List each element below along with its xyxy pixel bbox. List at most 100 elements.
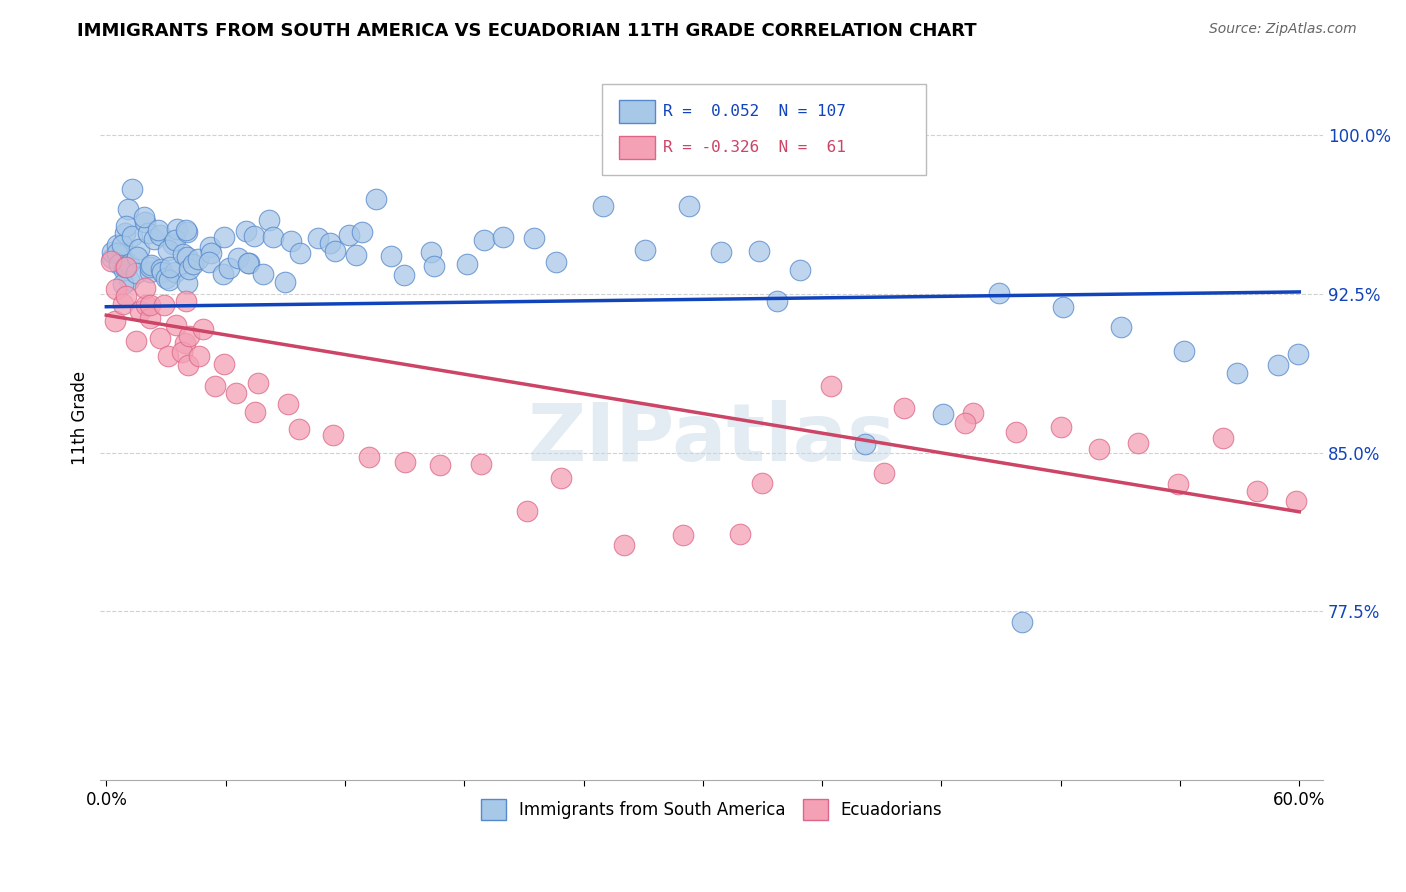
Point xyxy=(177,328,200,343)
Point xyxy=(287,421,309,435)
Point xyxy=(516,503,538,517)
Point xyxy=(198,240,221,254)
Point xyxy=(953,417,976,431)
Point xyxy=(429,458,451,473)
Point xyxy=(544,255,567,269)
Point xyxy=(121,182,143,196)
Point xyxy=(115,260,138,274)
Point xyxy=(931,407,953,421)
Point xyxy=(117,202,139,217)
Point xyxy=(474,233,496,247)
Point xyxy=(1285,494,1308,508)
Point xyxy=(855,437,877,451)
Point xyxy=(155,271,177,285)
Point xyxy=(344,248,367,262)
Point xyxy=(104,313,127,327)
Point xyxy=(148,228,170,243)
Point xyxy=(423,259,446,273)
Point xyxy=(165,265,187,279)
Point xyxy=(100,244,122,259)
Legend: Immigrants from South America, Ecuadorians: Immigrants from South America, Ecuadoria… xyxy=(474,793,949,826)
Text: R = -0.326  N =  61: R = -0.326 N = 61 xyxy=(662,140,845,154)
Point xyxy=(157,273,180,287)
FancyBboxPatch shape xyxy=(619,100,655,123)
Point xyxy=(156,243,179,257)
Point xyxy=(129,303,152,318)
Point xyxy=(1286,346,1309,360)
Point xyxy=(319,235,342,250)
Text: IMMIGRANTS FROM SOUTH AMERICA VS ECUADORIAN 11TH GRADE CORRELATION CHART: IMMIGRANTS FROM SOUTH AMERICA VS ECUADOR… xyxy=(77,22,977,40)
Point xyxy=(1126,436,1149,450)
Point xyxy=(366,192,388,206)
Point xyxy=(1109,320,1132,334)
Point xyxy=(114,227,136,241)
Point xyxy=(225,386,247,401)
Point xyxy=(765,293,787,308)
Point xyxy=(678,199,700,213)
Point xyxy=(337,228,360,243)
Point xyxy=(262,230,284,244)
Point xyxy=(128,242,150,256)
Point xyxy=(1088,442,1111,456)
Point xyxy=(246,376,269,391)
Text: R =  0.052  N = 107: R = 0.052 N = 107 xyxy=(662,104,845,120)
Point xyxy=(176,250,198,264)
Point xyxy=(156,349,179,363)
Point xyxy=(307,231,329,245)
Point xyxy=(1212,431,1234,445)
Point xyxy=(633,243,655,257)
Point xyxy=(987,285,1010,300)
Point xyxy=(492,229,515,244)
Point xyxy=(176,276,198,290)
Point xyxy=(114,289,136,303)
Point xyxy=(139,264,162,278)
Point xyxy=(613,538,636,552)
Point xyxy=(962,406,984,420)
Point xyxy=(200,246,222,260)
Point xyxy=(172,247,194,261)
Point xyxy=(197,255,219,269)
Point xyxy=(135,298,157,312)
Point xyxy=(212,229,235,244)
Point xyxy=(187,252,209,267)
Point xyxy=(111,247,134,261)
Point xyxy=(751,475,773,490)
Point xyxy=(165,318,187,332)
Point xyxy=(159,260,181,275)
Point xyxy=(134,281,156,295)
Point xyxy=(166,222,188,236)
Point xyxy=(789,263,811,277)
Point xyxy=(149,330,172,344)
Point xyxy=(187,349,209,363)
Point xyxy=(277,396,299,410)
Point xyxy=(111,277,134,292)
Point xyxy=(139,260,162,274)
Point xyxy=(243,229,266,244)
Point xyxy=(419,245,441,260)
Point xyxy=(212,267,235,281)
Point xyxy=(273,276,295,290)
Point xyxy=(141,258,163,272)
Point xyxy=(125,267,148,281)
Point xyxy=(394,268,416,282)
Point xyxy=(146,222,169,236)
Point xyxy=(100,254,122,268)
Point xyxy=(1052,300,1074,314)
Point xyxy=(226,251,249,265)
Point xyxy=(1005,425,1028,439)
Point xyxy=(134,215,156,229)
Point xyxy=(174,222,197,236)
Point xyxy=(323,244,346,258)
Point xyxy=(181,257,204,271)
Point xyxy=(191,321,214,335)
Point xyxy=(176,225,198,239)
Point xyxy=(1226,366,1249,380)
Point xyxy=(352,225,374,239)
Point xyxy=(728,527,751,541)
Point xyxy=(820,378,842,392)
Point xyxy=(143,231,166,245)
FancyBboxPatch shape xyxy=(619,136,655,159)
Point xyxy=(523,231,546,245)
Point xyxy=(150,265,173,279)
Point xyxy=(177,262,200,277)
